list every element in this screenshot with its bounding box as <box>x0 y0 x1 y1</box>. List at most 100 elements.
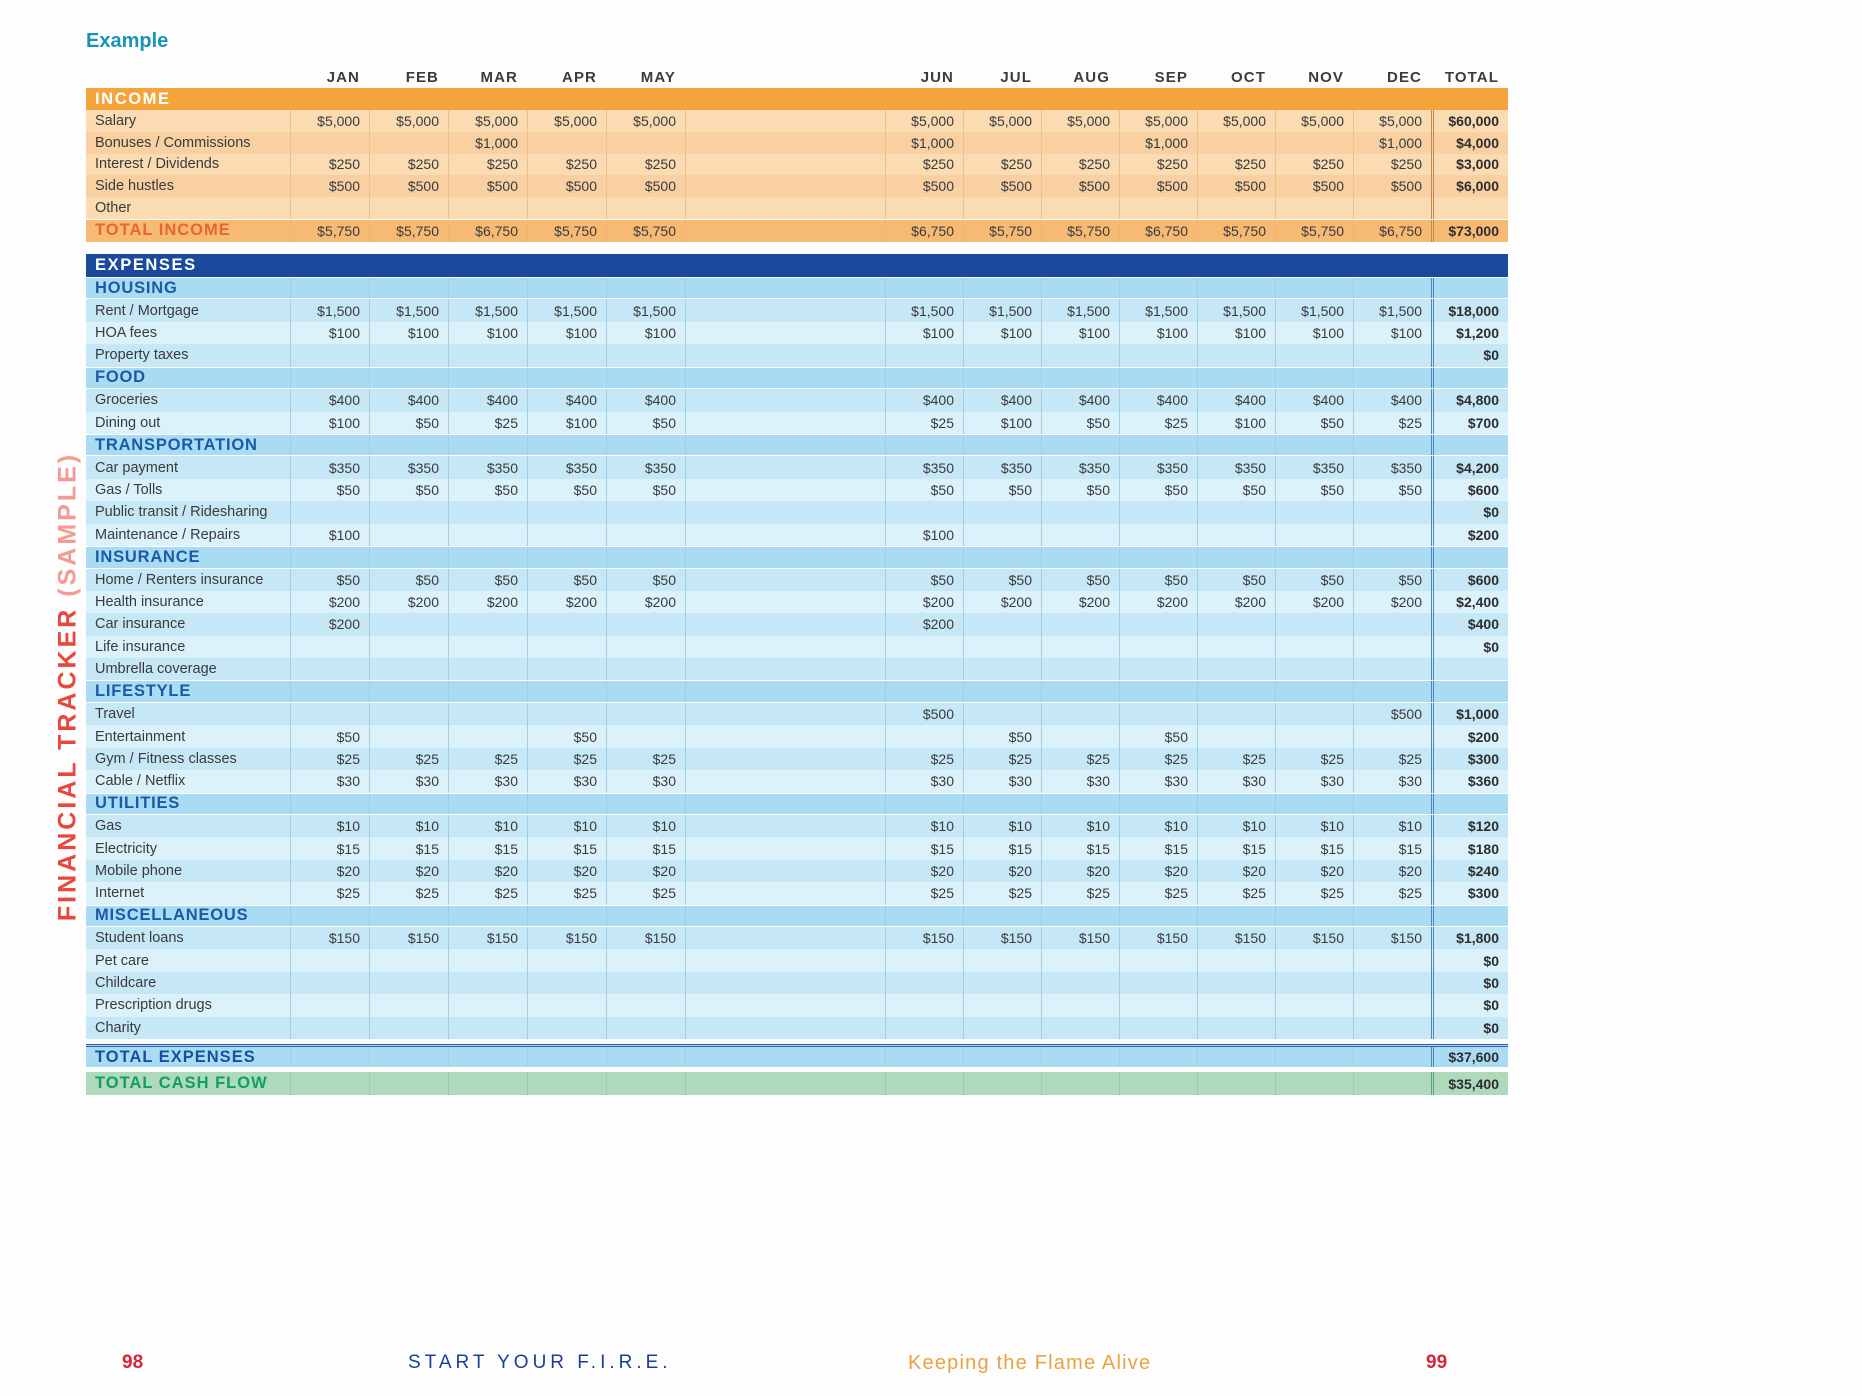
month-header-cell: MAR <box>480 68 518 86</box>
value-cell: $350 <box>369 456 448 479</box>
value-cell <box>606 681 685 702</box>
value-cell <box>885 277 963 299</box>
value-cell <box>606 702 685 726</box>
row-label: Interest / Dividends <box>95 156 220 173</box>
value-cell <box>369 994 448 1017</box>
value-cell: $100 <box>606 321 685 345</box>
value-cell: $500 <box>1197 175 1275 198</box>
gutter-cell <box>685 299 885 322</box>
value-cell <box>1197 277 1275 299</box>
row-label: Gas / Tolls <box>95 482 163 499</box>
value-cell <box>527 1016 606 1040</box>
value-cell: $10 <box>448 815 527 838</box>
table-row: Bonuses / Commissions $1,000 $1,000 $1,000 $… <box>86 131 1508 154</box>
value-cell <box>527 613 606 636</box>
value-cell <box>1119 905 1197 927</box>
value-cell <box>963 434 1041 456</box>
value-cell <box>290 547 369 568</box>
table-row: UTILITIES <box>86 792 1508 816</box>
value-cell <box>290 344 369 367</box>
gutter-cell <box>685 478 885 502</box>
value-cell <box>885 793 963 815</box>
value-cell: $50 <box>885 478 963 502</box>
total-cell: $37,600 <box>1431 1047 1508 1068</box>
value-cell: $50 <box>1353 568 1431 591</box>
value-cell <box>527 949 606 972</box>
total-cell <box>1431 277 1508 299</box>
value-cell <box>527 1047 606 1068</box>
value-cell <box>448 501 527 524</box>
value-cell: $100 <box>1119 321 1197 345</box>
gutter-cell <box>685 1016 885 1040</box>
value-cell: $20 <box>448 859 527 883</box>
value-cell: $20 <box>1119 859 1197 883</box>
value-cell <box>963 635 1041 659</box>
value-cell: $1,000 <box>1353 131 1431 154</box>
gutter-cell <box>685 321 885 345</box>
row-label: Gas <box>95 818 122 835</box>
value-cell <box>1197 367 1275 389</box>
value-cell: $150 <box>1119 927 1197 950</box>
value-cell <box>606 131 685 154</box>
month-header-cell: SEP <box>1154 68 1188 86</box>
value-cell: $25 <box>527 882 606 905</box>
total-cell <box>1431 658 1508 681</box>
month-header-cell: JUL <box>1000 68 1032 86</box>
value-cell: $100 <box>1197 411 1275 434</box>
value-cell: $25 <box>963 747 1041 771</box>
value-cell: $500 <box>885 175 963 198</box>
value-cell: $5,750 <box>1041 219 1119 242</box>
value-cell <box>369 1072 448 1096</box>
value-cell <box>1119 971 1197 995</box>
value-cell <box>1197 1072 1275 1096</box>
value-cell: $15 <box>369 837 448 860</box>
value-cell: $15 <box>1119 837 1197 860</box>
value-cell: $150 <box>1275 927 1353 950</box>
value-cell: $5,750 <box>1197 219 1275 242</box>
subsection-label: UTILITIES <box>95 794 181 813</box>
value-cell <box>1197 658 1275 681</box>
gutter-cell <box>685 681 885 702</box>
value-cell <box>1041 949 1119 972</box>
value-cell <box>1197 613 1275 636</box>
subsection-label: HOUSING <box>95 278 178 297</box>
value-cell: $50 <box>963 725 1041 748</box>
value-cell: $50 <box>448 568 527 591</box>
value-cell: $30 <box>606 770 685 793</box>
value-cell <box>1275 725 1353 748</box>
gutter-cell <box>685 793 885 815</box>
value-cell: $25 <box>963 882 1041 905</box>
table-row: Home / Renters insurance $50 $50 $50 $50 $50 $… <box>86 568 1508 591</box>
value-cell <box>963 658 1041 681</box>
table-row: Cable / Netflix $30 $30 $30 $30 $30 $30 $30 $30 $… <box>86 770 1508 793</box>
table-row: TOTAL CASH FLOW $35,400 <box>86 1072 1508 1096</box>
month-header-cell: APR <box>562 68 597 86</box>
value-cell <box>606 635 685 659</box>
vertical-title-main: FINANCIAL TRACKER <box>53 606 82 922</box>
value-cell: $15 <box>963 837 1041 860</box>
gutter-cell <box>685 547 885 568</box>
value-cell <box>963 905 1041 927</box>
value-cell: $25 <box>1119 882 1197 905</box>
gutter-cell <box>685 523 885 546</box>
value-cell: $25 <box>369 882 448 905</box>
value-cell: $25 <box>448 882 527 905</box>
value-cell: $100 <box>448 321 527 345</box>
value-cell: $50 <box>1197 478 1275 502</box>
value-cell <box>1197 344 1275 367</box>
row-label: Salary <box>95 112 137 129</box>
value-cell: $25 <box>1275 747 1353 771</box>
value-cell: $1,500 <box>1275 299 1353 322</box>
value-cell <box>290 131 369 154</box>
value-cell: $500 <box>963 175 1041 198</box>
total-cell: $0 <box>1431 949 1508 972</box>
value-cell: $15 <box>290 837 369 860</box>
total-cell: $300 <box>1431 882 1508 905</box>
value-cell: $50 <box>527 568 606 591</box>
gutter-cell <box>685 367 885 389</box>
value-cell <box>448 197 527 219</box>
value-cell <box>1275 949 1353 972</box>
value-cell <box>1041 501 1119 524</box>
total-cell: $1,200 <box>1431 321 1508 345</box>
value-cell: $150 <box>1041 927 1119 950</box>
